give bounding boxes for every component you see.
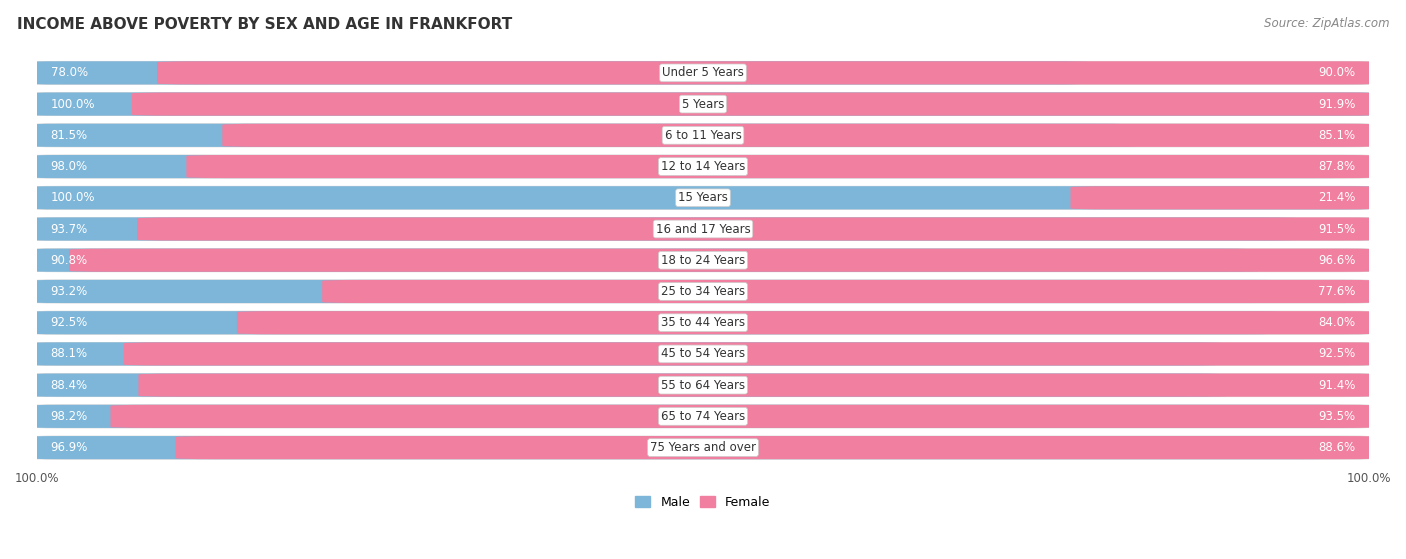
FancyBboxPatch shape xyxy=(138,373,1382,397)
Text: 98.0%: 98.0% xyxy=(51,160,87,173)
FancyBboxPatch shape xyxy=(24,155,1382,178)
Legend: Male, Female: Male, Female xyxy=(630,491,776,514)
FancyBboxPatch shape xyxy=(24,311,1382,334)
FancyBboxPatch shape xyxy=(24,186,1382,209)
FancyBboxPatch shape xyxy=(24,373,1382,397)
FancyBboxPatch shape xyxy=(24,124,1382,147)
Text: 35 to 44 Years: 35 to 44 Years xyxy=(661,316,745,329)
Text: INCOME ABOVE POVERTY BY SEX AND AGE IN FRANKFORT: INCOME ABOVE POVERTY BY SEX AND AGE IN F… xyxy=(17,17,512,32)
FancyBboxPatch shape xyxy=(24,311,1282,334)
Text: 6 to 11 Years: 6 to 11 Years xyxy=(665,129,741,142)
FancyBboxPatch shape xyxy=(238,311,1382,334)
FancyBboxPatch shape xyxy=(69,249,1382,272)
FancyBboxPatch shape xyxy=(24,249,1260,272)
FancyBboxPatch shape xyxy=(24,280,1382,303)
Text: 93.5%: 93.5% xyxy=(1319,410,1355,423)
Text: 21.4%: 21.4% xyxy=(1317,191,1355,204)
Text: 75 Years and over: 75 Years and over xyxy=(650,441,756,454)
Text: 88.6%: 88.6% xyxy=(1319,441,1355,454)
FancyBboxPatch shape xyxy=(24,249,1382,272)
Text: 65 to 74 Years: 65 to 74 Years xyxy=(661,410,745,423)
FancyBboxPatch shape xyxy=(24,373,1227,397)
FancyBboxPatch shape xyxy=(124,342,1382,366)
Text: 78.0%: 78.0% xyxy=(51,67,87,79)
FancyBboxPatch shape xyxy=(24,93,1382,116)
Text: 91.4%: 91.4% xyxy=(1317,378,1355,392)
FancyBboxPatch shape xyxy=(24,405,1358,428)
FancyBboxPatch shape xyxy=(24,61,1382,84)
Text: 12 to 14 Years: 12 to 14 Years xyxy=(661,160,745,173)
FancyBboxPatch shape xyxy=(222,124,1382,147)
FancyBboxPatch shape xyxy=(176,436,1382,459)
Text: 100.0%: 100.0% xyxy=(51,191,96,204)
FancyBboxPatch shape xyxy=(24,155,1355,178)
Text: 25 to 34 Years: 25 to 34 Years xyxy=(661,285,745,298)
FancyBboxPatch shape xyxy=(157,61,1382,84)
FancyBboxPatch shape xyxy=(24,93,1382,116)
FancyBboxPatch shape xyxy=(24,280,1292,303)
Text: 88.1%: 88.1% xyxy=(51,348,87,361)
FancyBboxPatch shape xyxy=(24,124,1136,147)
Text: 77.6%: 77.6% xyxy=(1317,285,1355,298)
Text: 18 to 24 Years: 18 to 24 Years xyxy=(661,254,745,267)
FancyBboxPatch shape xyxy=(24,217,1382,240)
Text: 90.8%: 90.8% xyxy=(51,254,87,267)
FancyBboxPatch shape xyxy=(24,436,1341,459)
FancyBboxPatch shape xyxy=(132,93,1382,116)
Text: 96.9%: 96.9% xyxy=(51,441,89,454)
Text: 15 Years: 15 Years xyxy=(678,191,728,204)
Text: 96.6%: 96.6% xyxy=(1317,254,1355,267)
FancyBboxPatch shape xyxy=(24,217,1298,240)
Text: 88.4%: 88.4% xyxy=(51,378,87,392)
FancyBboxPatch shape xyxy=(187,155,1382,178)
Text: 98.2%: 98.2% xyxy=(51,410,87,423)
Text: 55 to 64 Years: 55 to 64 Years xyxy=(661,378,745,392)
FancyBboxPatch shape xyxy=(24,61,1090,84)
Text: 87.8%: 87.8% xyxy=(1319,160,1355,173)
FancyBboxPatch shape xyxy=(111,405,1382,428)
Text: 92.5%: 92.5% xyxy=(51,316,87,329)
Text: 85.1%: 85.1% xyxy=(1319,129,1355,142)
Text: 92.5%: 92.5% xyxy=(1319,348,1355,361)
Text: Under 5 Years: Under 5 Years xyxy=(662,67,744,79)
Text: 91.9%: 91.9% xyxy=(1317,98,1355,111)
FancyBboxPatch shape xyxy=(138,217,1382,240)
FancyBboxPatch shape xyxy=(24,436,1382,459)
FancyBboxPatch shape xyxy=(322,280,1382,303)
Text: 84.0%: 84.0% xyxy=(1319,316,1355,329)
FancyBboxPatch shape xyxy=(24,342,1223,366)
Text: 45 to 54 Years: 45 to 54 Years xyxy=(661,348,745,361)
FancyBboxPatch shape xyxy=(24,405,1382,428)
FancyBboxPatch shape xyxy=(1070,186,1382,209)
Text: 93.2%: 93.2% xyxy=(51,285,87,298)
FancyBboxPatch shape xyxy=(24,342,1382,366)
Text: 81.5%: 81.5% xyxy=(51,129,87,142)
Text: 16 and 17 Years: 16 and 17 Years xyxy=(655,222,751,235)
Text: 100.0%: 100.0% xyxy=(51,98,96,111)
Text: 90.0%: 90.0% xyxy=(1319,67,1355,79)
Text: 5 Years: 5 Years xyxy=(682,98,724,111)
Text: 91.5%: 91.5% xyxy=(1319,222,1355,235)
FancyBboxPatch shape xyxy=(24,186,1382,209)
Text: 93.7%: 93.7% xyxy=(51,222,87,235)
Text: Source: ZipAtlas.com: Source: ZipAtlas.com xyxy=(1264,17,1389,30)
